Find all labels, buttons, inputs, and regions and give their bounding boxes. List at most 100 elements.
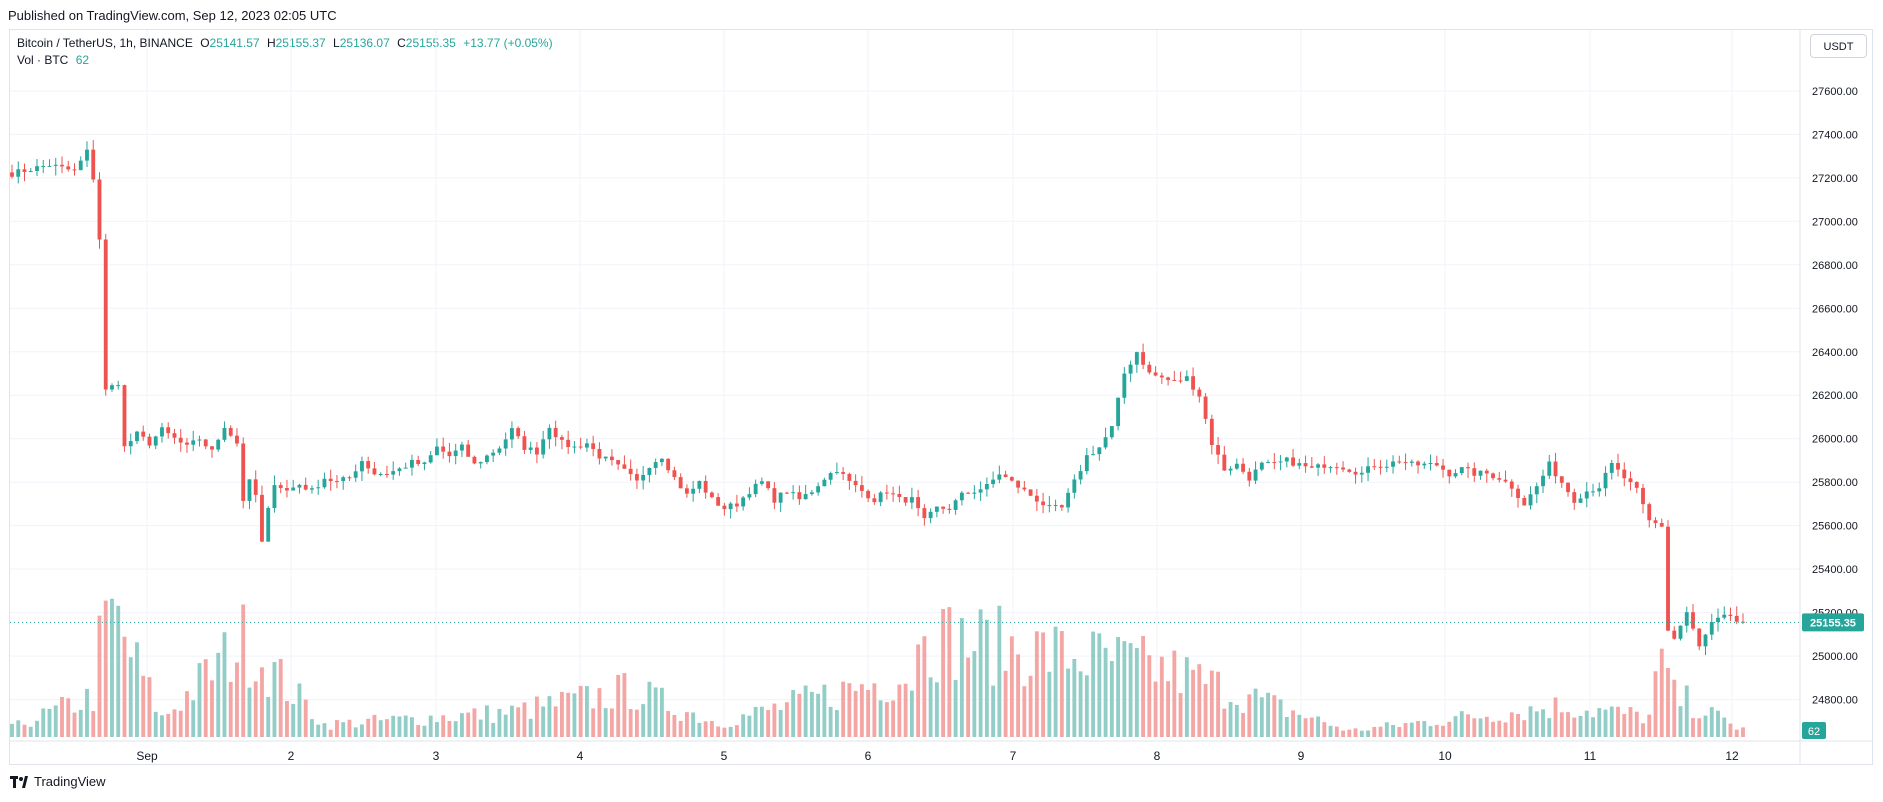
volume-bar — [1297, 714, 1302, 737]
volume-bar — [253, 681, 258, 737]
candle-body — [166, 427, 171, 434]
candle-body — [491, 452, 496, 456]
candle-body — [959, 492, 964, 501]
volume-bar — [1509, 712, 1514, 737]
volume-bar — [1022, 686, 1027, 737]
volume-bar — [91, 711, 96, 737]
candle-body — [253, 479, 258, 495]
y-tick-label: 25800.00 — [1812, 477, 1858, 489]
candle-body — [1472, 468, 1477, 476]
volume-bar — [216, 652, 221, 737]
candle-body — [128, 441, 133, 447]
candle-body — [197, 439, 202, 441]
volume-bar — [1441, 725, 1445, 737]
candle-body — [1116, 397, 1121, 427]
candle-body — [691, 488, 696, 494]
candle-body — [991, 479, 996, 485]
candle-body — [897, 494, 902, 498]
volume-bar — [1472, 718, 1477, 737]
candle-body — [997, 474, 1002, 480]
volume-bar — [1447, 721, 1452, 737]
candle-body — [809, 492, 814, 495]
volume-bar — [191, 700, 196, 737]
volume-bar — [1184, 657, 1189, 737]
volume-bar — [285, 700, 289, 737]
volume-bar — [410, 717, 414, 737]
candle-body — [797, 492, 802, 500]
candle-body — [41, 166, 46, 168]
volume-bar — [1741, 727, 1745, 737]
candle-body — [1634, 482, 1639, 488]
volume-bar — [347, 719, 352, 737]
volume-bar — [934, 682, 939, 737]
volume-bar — [1347, 729, 1352, 737]
volume-bar — [1178, 693, 1183, 737]
volume-bar — [503, 714, 508, 737]
symbol-title[interactable]: Bitcoin / TetherUS, 1h, BINANCE — [17, 36, 193, 50]
last-volume-tag — [1802, 722, 1826, 739]
volume-bar — [647, 681, 652, 737]
volume-bar — [1078, 671, 1083, 737]
x-tick-label: Sep — [136, 749, 158, 763]
candle-body — [1534, 486, 1539, 495]
volume-bar — [884, 702, 889, 737]
volume-bar — [197, 663, 202, 737]
currency-button[interactable]: USDT — [1810, 34, 1867, 58]
candle-body — [266, 507, 271, 542]
chart-frame[interactable] — [9, 29, 1873, 765]
volume-bar — [766, 709, 771, 737]
volume-bar — [1097, 633, 1102, 737]
volume-bar — [328, 729, 333, 737]
candle-body — [1397, 461, 1402, 463]
y-tick-label: 25400.00 — [1812, 564, 1858, 576]
volume-bar — [260, 667, 264, 737]
candle-body — [1053, 505, 1058, 507]
volume-bar — [1241, 713, 1246, 737]
candle-body — [78, 160, 83, 171]
volume-bar — [1084, 675, 1089, 737]
candle-body — [1091, 454, 1096, 456]
candle-body — [953, 500, 958, 510]
candle-body — [1622, 469, 1627, 479]
brand-name: TradingView — [34, 774, 106, 789]
candle-body — [1491, 473, 1495, 479]
candle-body — [1322, 464, 1327, 468]
candle-body — [591, 443, 596, 449]
candle-body — [516, 428, 521, 437]
volume-bar — [1372, 726, 1377, 737]
candle-body — [1441, 465, 1445, 470]
volume-bar — [341, 722, 346, 737]
volume-bar — [1303, 718, 1308, 737]
volume-bar — [1153, 681, 1158, 737]
volume-bar — [1709, 707, 1714, 737]
volume-bar — [322, 723, 327, 737]
volume-bar — [578, 685, 583, 737]
volume-bar — [428, 715, 433, 737]
volume-label[interactable]: Vol · BTC — [17, 53, 69, 67]
candle-body — [66, 166, 71, 170]
volume-bar — [228, 681, 233, 737]
x-tick-label: 7 — [1010, 749, 1017, 763]
candle-body — [210, 446, 214, 450]
y-tick-label: 27200.00 — [1812, 173, 1858, 185]
volume-bar — [10, 723, 14, 737]
candle-body — [103, 239, 108, 390]
volume-bar — [659, 687, 664, 737]
volume-bar — [491, 722, 496, 737]
volume-bar — [834, 709, 839, 737]
last-price-tag — [1802, 613, 1864, 632]
volume-bar — [1384, 722, 1389, 737]
published-note: Published on TradingView.com, Sep 12, 20… — [8, 8, 337, 23]
candle-body — [816, 486, 821, 493]
candle-body — [1541, 475, 1545, 487]
candle-body — [1197, 389, 1202, 397]
volume-bar — [1128, 643, 1133, 737]
candle-body — [141, 431, 146, 437]
low-value: 25136.07 — [339, 36, 390, 50]
candle-body — [1122, 373, 1127, 398]
candle-body — [672, 470, 677, 478]
candle-body — [1222, 454, 1227, 471]
candle-body — [1172, 379, 1177, 381]
candle-body — [278, 485, 283, 489]
